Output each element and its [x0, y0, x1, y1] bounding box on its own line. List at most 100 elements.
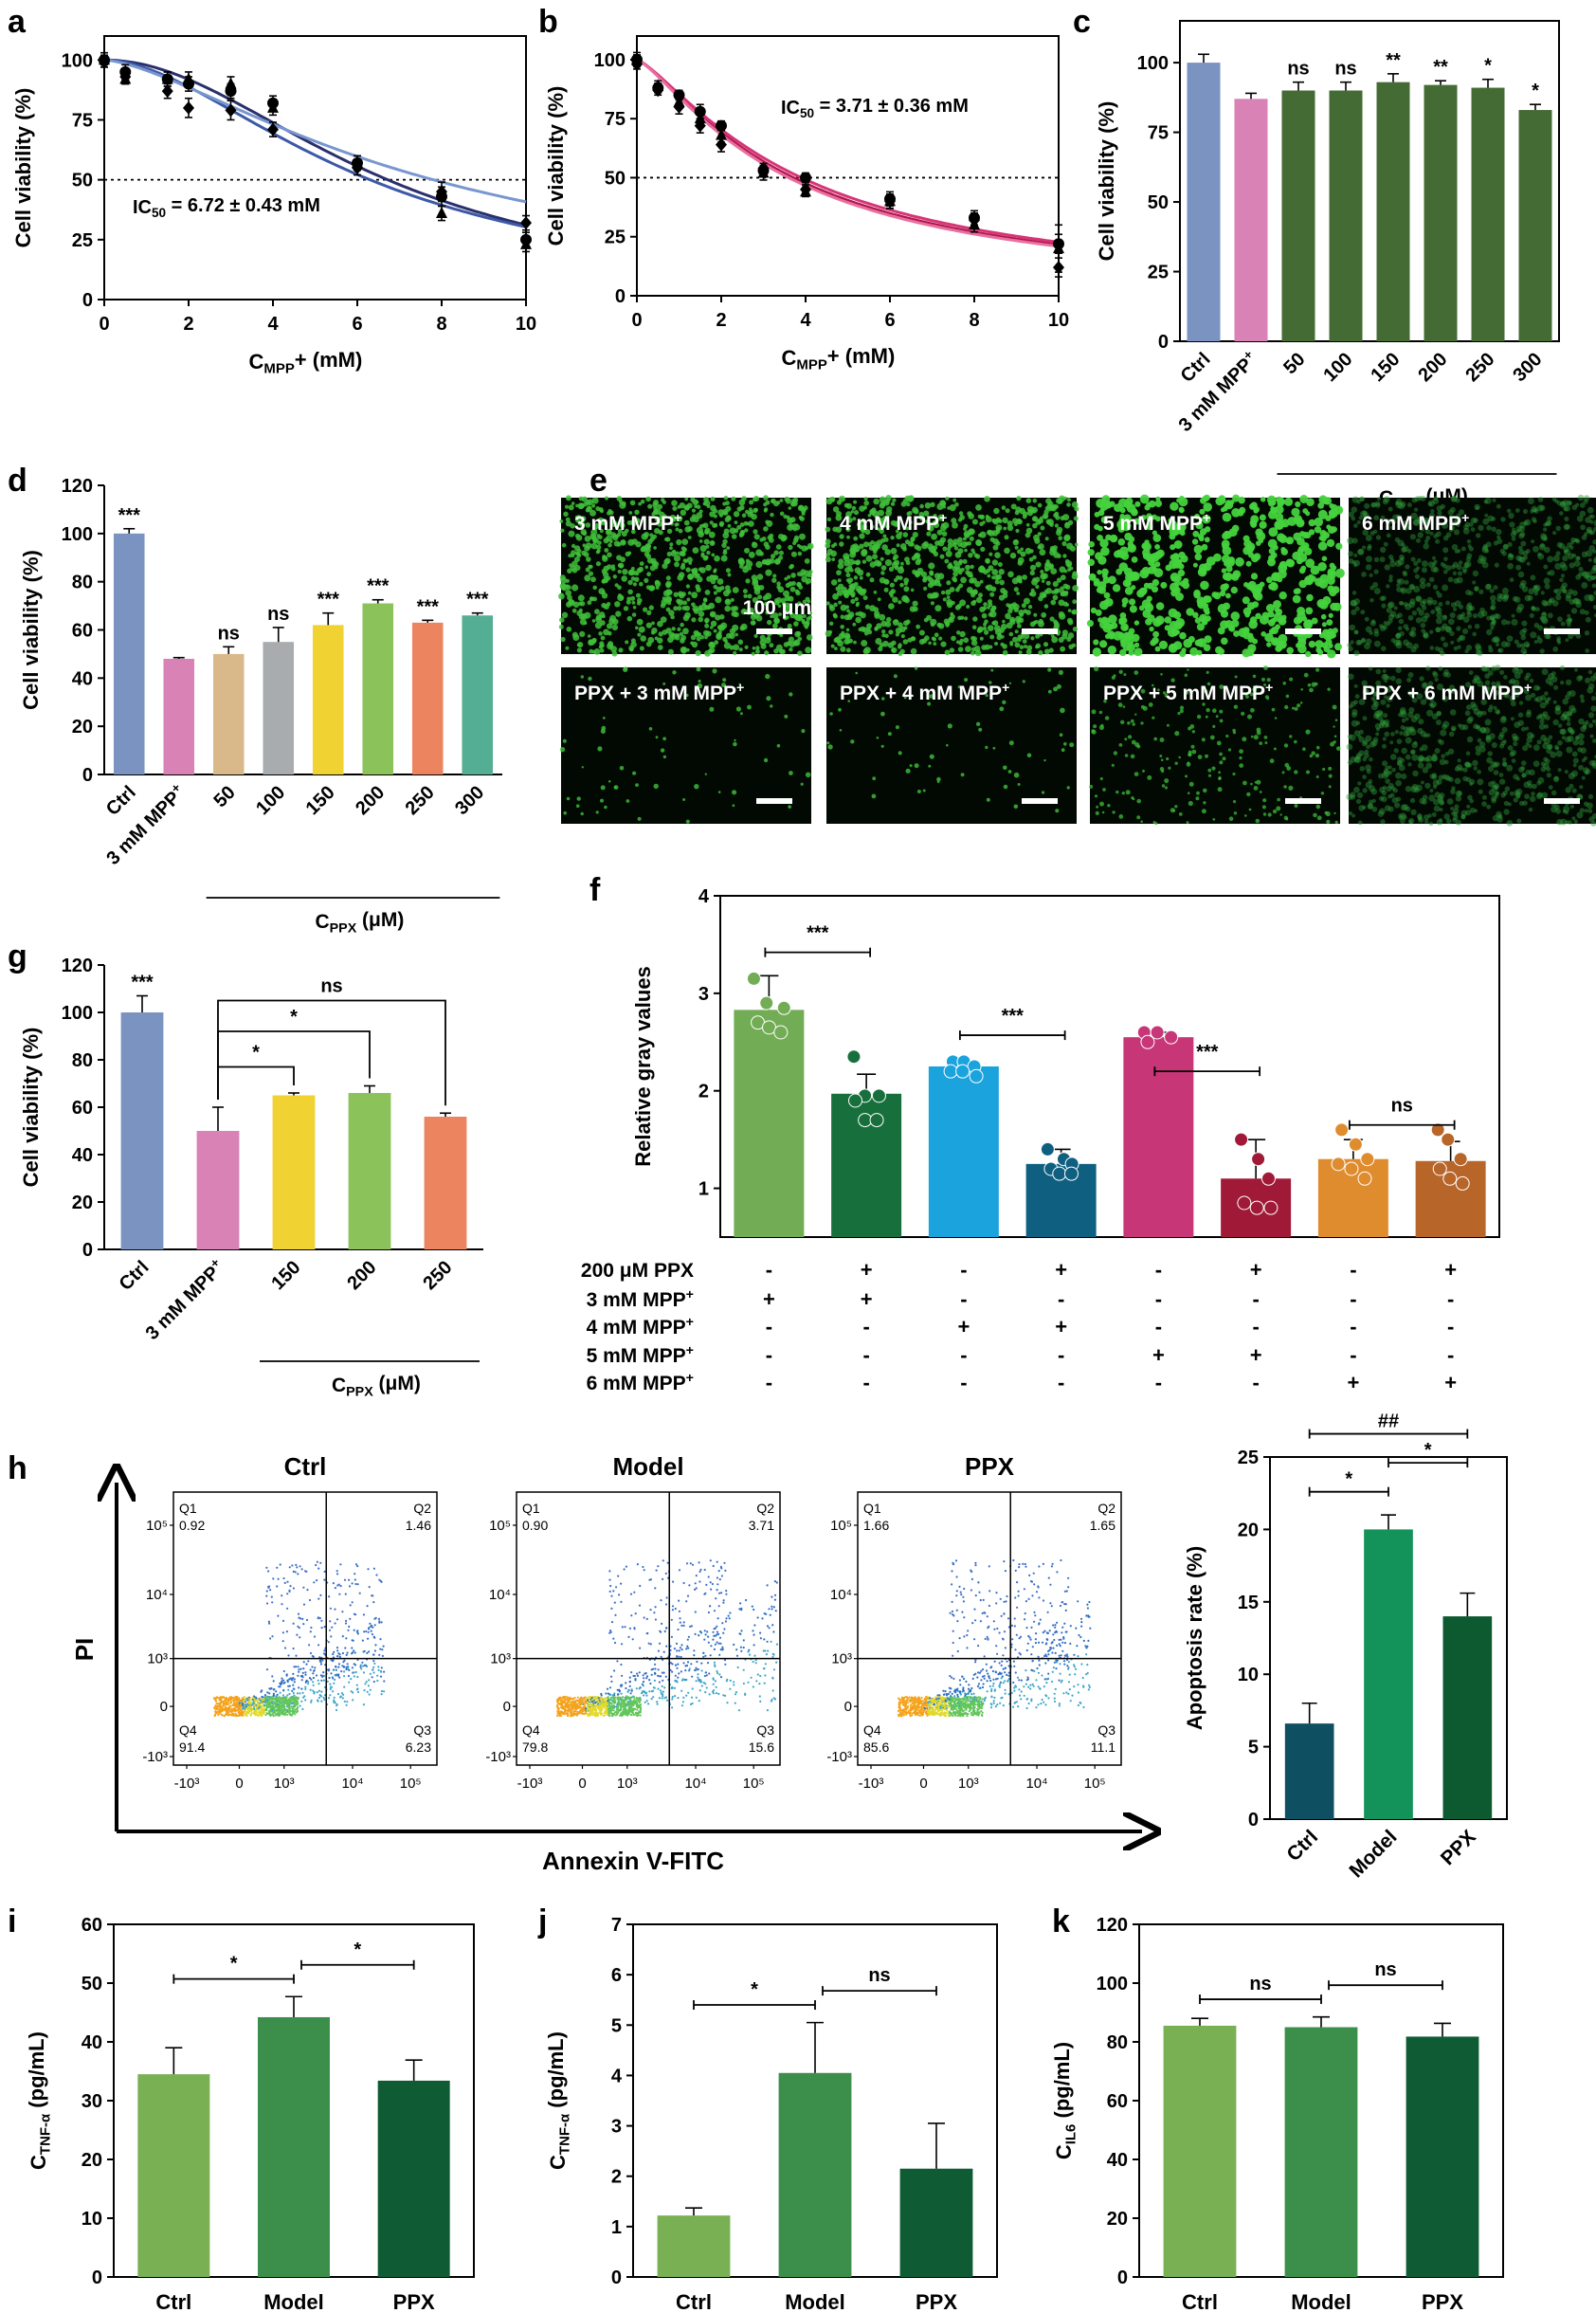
cell [952, 521, 958, 529]
cell [1296, 557, 1303, 565]
cell [1357, 781, 1362, 786]
cell [733, 644, 740, 651]
cell [1432, 498, 1440, 504]
cell [1581, 582, 1588, 589]
cell [1477, 610, 1485, 619]
cell [890, 594, 894, 598]
cell [1094, 794, 1098, 798]
y-tick-label: 100 [1137, 53, 1169, 74]
cell [1406, 588, 1412, 594]
cell [1499, 669, 1505, 675]
cell [1409, 630, 1417, 638]
cell [888, 603, 895, 610]
cell [1028, 508, 1034, 514]
cell [1152, 716, 1155, 719]
cell [1386, 519, 1392, 525]
cell [1090, 607, 1097, 614]
cell [1020, 547, 1024, 552]
cell [1473, 708, 1480, 716]
cell [562, 738, 567, 743]
cell [1587, 712, 1595, 719]
cell [638, 501, 642, 506]
cell [1154, 561, 1161, 568]
cell [1541, 617, 1549, 625]
cell [987, 574, 991, 578]
cell [600, 798, 604, 803]
micrograph-label-part: + [939, 511, 947, 526]
cell [1393, 606, 1398, 610]
cell [1417, 558, 1422, 563]
cell [765, 673, 771, 680]
cell [773, 550, 779, 555]
cell [1395, 779, 1402, 787]
cell [846, 613, 853, 620]
cell [751, 574, 758, 581]
cell [670, 614, 675, 620]
cell [788, 636, 795, 643]
cell [1481, 545, 1489, 552]
cell [1395, 639, 1402, 647]
cell [588, 571, 594, 576]
cell [1398, 813, 1403, 819]
cell [771, 577, 777, 583]
cell [1508, 512, 1514, 519]
cell [1540, 615, 1548, 623]
cell [587, 600, 592, 606]
bar [1376, 82, 1410, 342]
data-dot [1234, 1132, 1249, 1147]
cell [850, 593, 856, 598]
cell [1587, 506, 1594, 514]
micrograph-label: PPX + 3 mM MPP+ [574, 681, 744, 704]
cell [946, 580, 952, 586]
cell [1058, 536, 1063, 541]
cell [1224, 620, 1233, 628]
cell [629, 595, 636, 601]
cell [589, 509, 596, 517]
cell [1379, 624, 1384, 628]
cell [1530, 631, 1537, 639]
cell [752, 579, 759, 587]
cell [1511, 758, 1516, 763]
cell [1391, 767, 1396, 773]
cell [914, 553, 918, 558]
cell [561, 542, 567, 548]
cell [1564, 549, 1570, 556]
cell [686, 597, 691, 602]
cell [680, 622, 684, 628]
cell [1365, 535, 1372, 541]
cell [1014, 545, 1019, 550]
cell [568, 530, 575, 537]
panel-label-i: i [8, 1903, 16, 1940]
cell [1247, 635, 1255, 643]
cell [1111, 675, 1115, 680]
data-dot [1455, 1175, 1470, 1191]
cell [1421, 615, 1428, 623]
cell [1490, 616, 1496, 622]
cell [1543, 537, 1548, 541]
micrograph-background [561, 667, 811, 824]
cell [1197, 755, 1203, 759]
cell [1486, 628, 1493, 636]
cell [1592, 539, 1596, 545]
cell [1525, 672, 1532, 678]
cell [1433, 534, 1439, 539]
cell [1197, 533, 1205, 540]
cell [1179, 705, 1185, 710]
cell [1056, 683, 1061, 689]
cell [698, 539, 703, 543]
cell [1100, 546, 1110, 556]
cell [1274, 717, 1278, 719]
cell [1588, 759, 1595, 767]
cell [1533, 760, 1540, 768]
cell [1540, 591, 1545, 595]
cell [614, 583, 619, 588]
cell [1134, 772, 1139, 776]
cell [1128, 536, 1135, 543]
cell [1042, 573, 1048, 579]
y-tick-label: 80 [1107, 2032, 1128, 2053]
y-tick-label: 100 [594, 50, 626, 71]
cell [578, 496, 584, 501]
cell [972, 616, 978, 622]
cell [914, 763, 919, 769]
